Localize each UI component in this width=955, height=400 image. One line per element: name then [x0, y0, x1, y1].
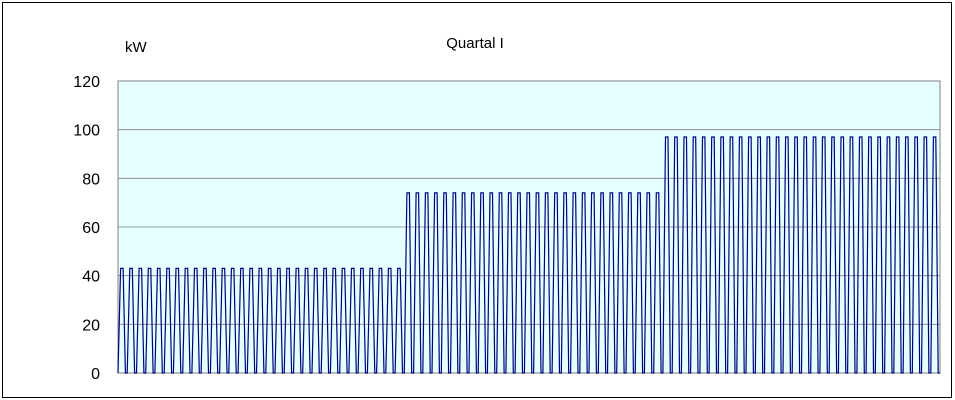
y-tick-label: 40 — [82, 269, 100, 286]
chart-title: Quartal I — [446, 35, 504, 52]
y-tick-label: 20 — [82, 317, 100, 334]
y-tick-label: 0 — [91, 366, 100, 383]
y-tick-label: 100 — [73, 123, 100, 140]
series-line — [117, 136, 940, 374]
y-axis-ticks: 0 20 40 60 80 100 120 — [73, 74, 100, 383]
y-tick-label: 60 — [82, 220, 100, 237]
y-tick-label: 120 — [73, 74, 100, 91]
y-tick-label: 80 — [82, 171, 100, 188]
y-axis-unit-label: kW — [125, 39, 147, 56]
